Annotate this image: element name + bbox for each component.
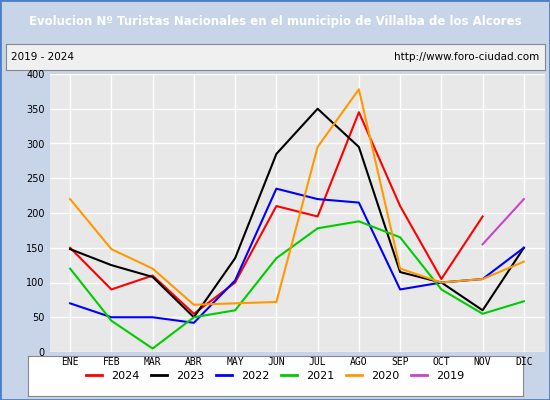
Text: http://www.foro-ciudad.com: http://www.foro-ciudad.com [394, 52, 539, 62]
Text: Evolucion Nº Turistas Nacionales en el municipio de Villalba de los Alcores: Evolucion Nº Turistas Nacionales en el m… [29, 16, 521, 28]
Text: 2019 - 2024: 2019 - 2024 [11, 52, 74, 62]
Legend: 2024, 2023, 2022, 2021, 2020, 2019: 2024, 2023, 2022, 2021, 2020, 2019 [81, 366, 469, 386]
